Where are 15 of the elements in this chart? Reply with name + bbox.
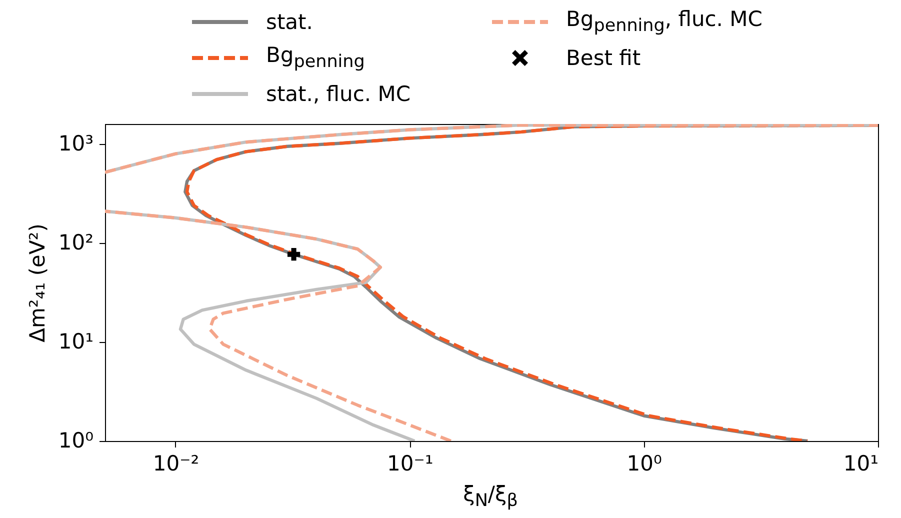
y-axis-title: Δm²₄₁ (eV²) (25, 224, 50, 342)
legend-label: Bg$_{penning}$, fluc. MC (566, 7, 762, 37)
y-tick-label: 10¹ (58, 330, 94, 354)
legend-label: Best fit (566, 46, 641, 70)
x-tick-label: 10⁰ (626, 452, 662, 476)
legend-label: stat., fluc. MC (266, 82, 411, 106)
y-tick-label: 10⁰ (58, 428, 94, 452)
x-tick-label: 10¹ (843, 452, 878, 476)
legend-label: Bg$_{penning}$ (266, 43, 365, 73)
x-tick-label: 10⁻² (152, 452, 200, 476)
legend-label: stat. (266, 10, 313, 34)
y-tick-label: 10³ (58, 132, 94, 156)
x-tick-label: 10⁻¹ (387, 452, 434, 476)
y-tick-label: 10² (58, 230, 94, 255)
x-axis-title: ξ$_{N}$/ξ$_{β}$ (462, 482, 519, 512)
